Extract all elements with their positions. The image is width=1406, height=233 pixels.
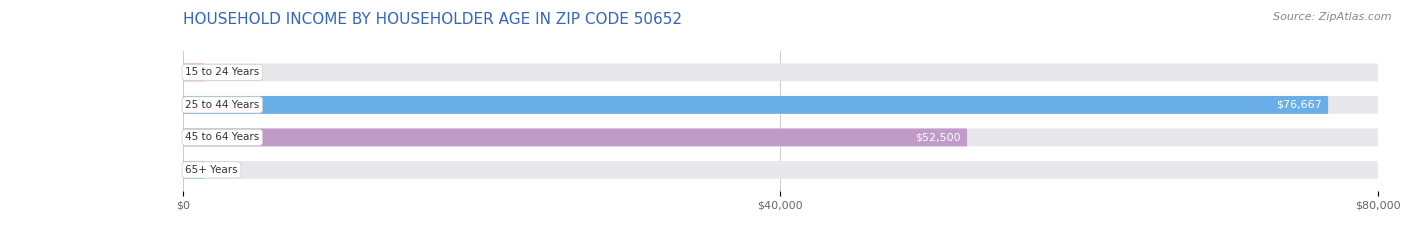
Text: 15 to 24 Years: 15 to 24 Years [186, 67, 260, 77]
FancyBboxPatch shape [183, 128, 1378, 146]
Text: 45 to 64 Years: 45 to 64 Years [186, 132, 260, 142]
Text: $0: $0 [214, 67, 228, 77]
Text: HOUSEHOLD INCOME BY HOUSEHOLDER AGE IN ZIP CODE 50652: HOUSEHOLD INCOME BY HOUSEHOLDER AGE IN Z… [183, 12, 682, 27]
FancyBboxPatch shape [183, 63, 1378, 81]
FancyBboxPatch shape [183, 128, 967, 146]
Text: Source: ZipAtlas.com: Source: ZipAtlas.com [1274, 12, 1392, 22]
Text: 65+ Years: 65+ Years [186, 165, 238, 175]
Text: $0: $0 [214, 165, 228, 175]
FancyBboxPatch shape [183, 161, 1378, 179]
Text: 25 to 44 Years: 25 to 44 Years [186, 100, 260, 110]
FancyBboxPatch shape [183, 96, 1378, 114]
Text: $52,500: $52,500 [915, 132, 962, 142]
FancyBboxPatch shape [183, 63, 204, 81]
Text: $76,667: $76,667 [1277, 100, 1322, 110]
FancyBboxPatch shape [183, 96, 1329, 114]
FancyBboxPatch shape [183, 161, 204, 179]
